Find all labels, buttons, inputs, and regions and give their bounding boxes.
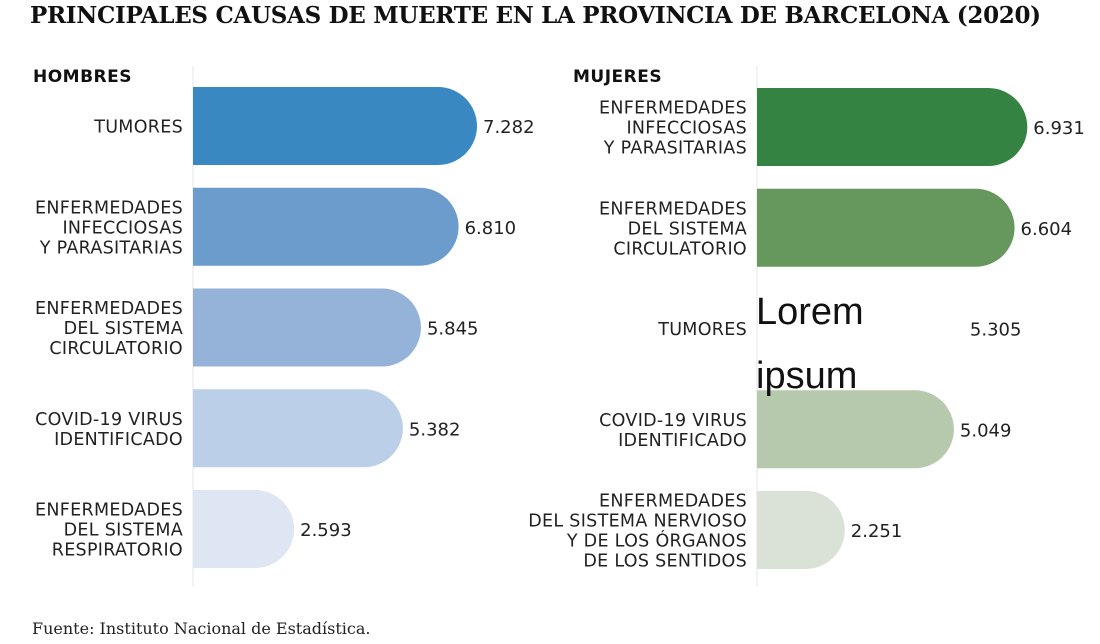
hombres-category-label-1: TUMORES	[93, 118, 183, 138]
hombres-bar-2	[193, 187, 459, 266]
hombres-category-label-4: COVID-19 VIRUS IDENTIFICADO	[35, 410, 183, 450]
hombres-bar-4	[193, 389, 403, 468]
hombres-category-label-2-line-2: INFECCIOSAS	[62, 218, 183, 238]
mujeres-value-label-1: 6.931	[1033, 118, 1085, 139]
mujeres-value-label-5: 2.251	[851, 521, 903, 542]
mujeres-category-label-5: ENFERMEDADES DEL SISTEMA NERVIOSO Y DE LOS…	[528, 492, 747, 572]
mujeres-category-label-4: COVID-19 VIRUS IDENTIFICADO	[599, 411, 747, 451]
mujeres-value-label-2: 6.604	[1021, 219, 1073, 240]
mujeres-category-label-4-line-1: COVID-19 VIRUS	[599, 411, 747, 431]
mujeres-category-label-3: TUMORES	[657, 320, 747, 340]
hombres-bar-1	[193, 87, 477, 165]
hombres-category-label-5: ENFERMEDADES DEL SISTEMA RESPIRATORIO	[35, 501, 183, 561]
hombres-category-label-3: ENFERMEDADES DEL SISTEMA CIRCULATORIO	[35, 299, 183, 359]
placeholder-text: Lorem ipsum	[756, 280, 864, 408]
mujeres-bar-4	[757, 390, 954, 469]
placeholder-line-1: Lorem	[756, 291, 864, 333]
mujeres-category-label-1-line-3: Y PARASITARIAS	[603, 139, 747, 159]
mujeres-category-label-5-line-2: DEL SISTEMA NERVIOSO	[528, 512, 747, 532]
mujeres-category-label-4-line-2: IDENTIFICADO	[618, 431, 747, 451]
hombres-value-label-4: 5.382	[409, 419, 461, 440]
hombres-category-label-1-line-1: TUMORES	[93, 118, 183, 138]
hombres-category-label-4-line-1: COVID-19 VIRUS	[35, 410, 183, 430]
mujeres-category-label-5-line-3: Y DE LOS ÓRGANOS	[566, 530, 747, 552]
mujeres-value-label-3: 5.305	[970, 320, 1022, 341]
mujeres-bar-5	[757, 491, 845, 569]
hombres-bar-5	[193, 490, 295, 568]
hombres-value-label-5: 2.593	[300, 520, 352, 541]
mujeres-category-label-2-line-3: CIRCULATORIO	[613, 239, 747, 259]
hombres-category-label-3-line-2: DEL SISTEMA	[64, 319, 183, 339]
hombres-category-label-2-line-1: ENFERMEDADES	[35, 198, 183, 218]
hombres-category-label-2-line-3: Y PARASITARIAS	[39, 238, 183, 258]
mujeres-panel-title: MUJERES	[573, 67, 662, 87]
mujeres-category-label-5-line-4: DE LOS SENTIDOS	[583, 552, 747, 572]
hombres-value-label-3: 5.845	[427, 319, 479, 340]
hombres-category-label-2: ENFERMEDADES INFECCIOSAS Y PARASITARIAS	[35, 198, 183, 258]
mujeres-category-label-3-line-1: TUMORES	[657, 320, 747, 340]
mujeres-category-label-5-line-1: ENFERMEDADES	[599, 492, 747, 512]
hombres-category-label-4-line-2: IDENTIFICADO	[54, 430, 183, 450]
mujeres-value-label-4: 5.049	[960, 420, 1012, 441]
mujeres-category-label-1-line-2: INFECCIOSAS	[626, 119, 747, 139]
hombres-category-label-3-line-1: ENFERMEDADES	[35, 299, 183, 319]
hombres-category-label-5-line-2: DEL SISTEMA	[64, 521, 183, 541]
hombres-category-label-3-line-3: CIRCULATORIO	[49, 339, 183, 359]
mujeres-bar-2	[757, 188, 1015, 267]
hombres-category-label-5-line-1: ENFERMEDADES	[35, 501, 183, 521]
mujeres-bar-1	[757, 88, 1028, 166]
chart-title: PRINCIPALES CAUSAS DE MUERTE EN LA PROVI…	[30, 2, 1041, 29]
hombres-value-label-1: 7.282	[483, 117, 535, 138]
mujeres-category-label-1-line-1: ENFERMEDADES	[599, 99, 747, 119]
hombres-panel-title: HOMBRES	[33, 67, 132, 87]
placeholder-line-2: ipsum	[756, 355, 858, 397]
mujeres-category-label-2: ENFERMEDADES DEL SISTEMA CIRCULATORIO	[599, 199, 747, 259]
mujeres-category-label-1: ENFERMEDADES INFECCIOSAS Y PARASITARIAS	[599, 99, 747, 159]
hombres-category-label-5-line-3: RESPIRATORIO	[52, 541, 183, 561]
hombres-bar-3	[193, 288, 421, 367]
mujeres-category-label-2-line-1: ENFERMEDADES	[599, 199, 747, 219]
source-note: Fuente: Instituto Nacional de Estadístic…	[32, 619, 371, 638]
hombres-value-label-2: 6.810	[465, 218, 517, 239]
mujeres-category-label-2-line-2: DEL SISTEMA	[628, 219, 747, 239]
